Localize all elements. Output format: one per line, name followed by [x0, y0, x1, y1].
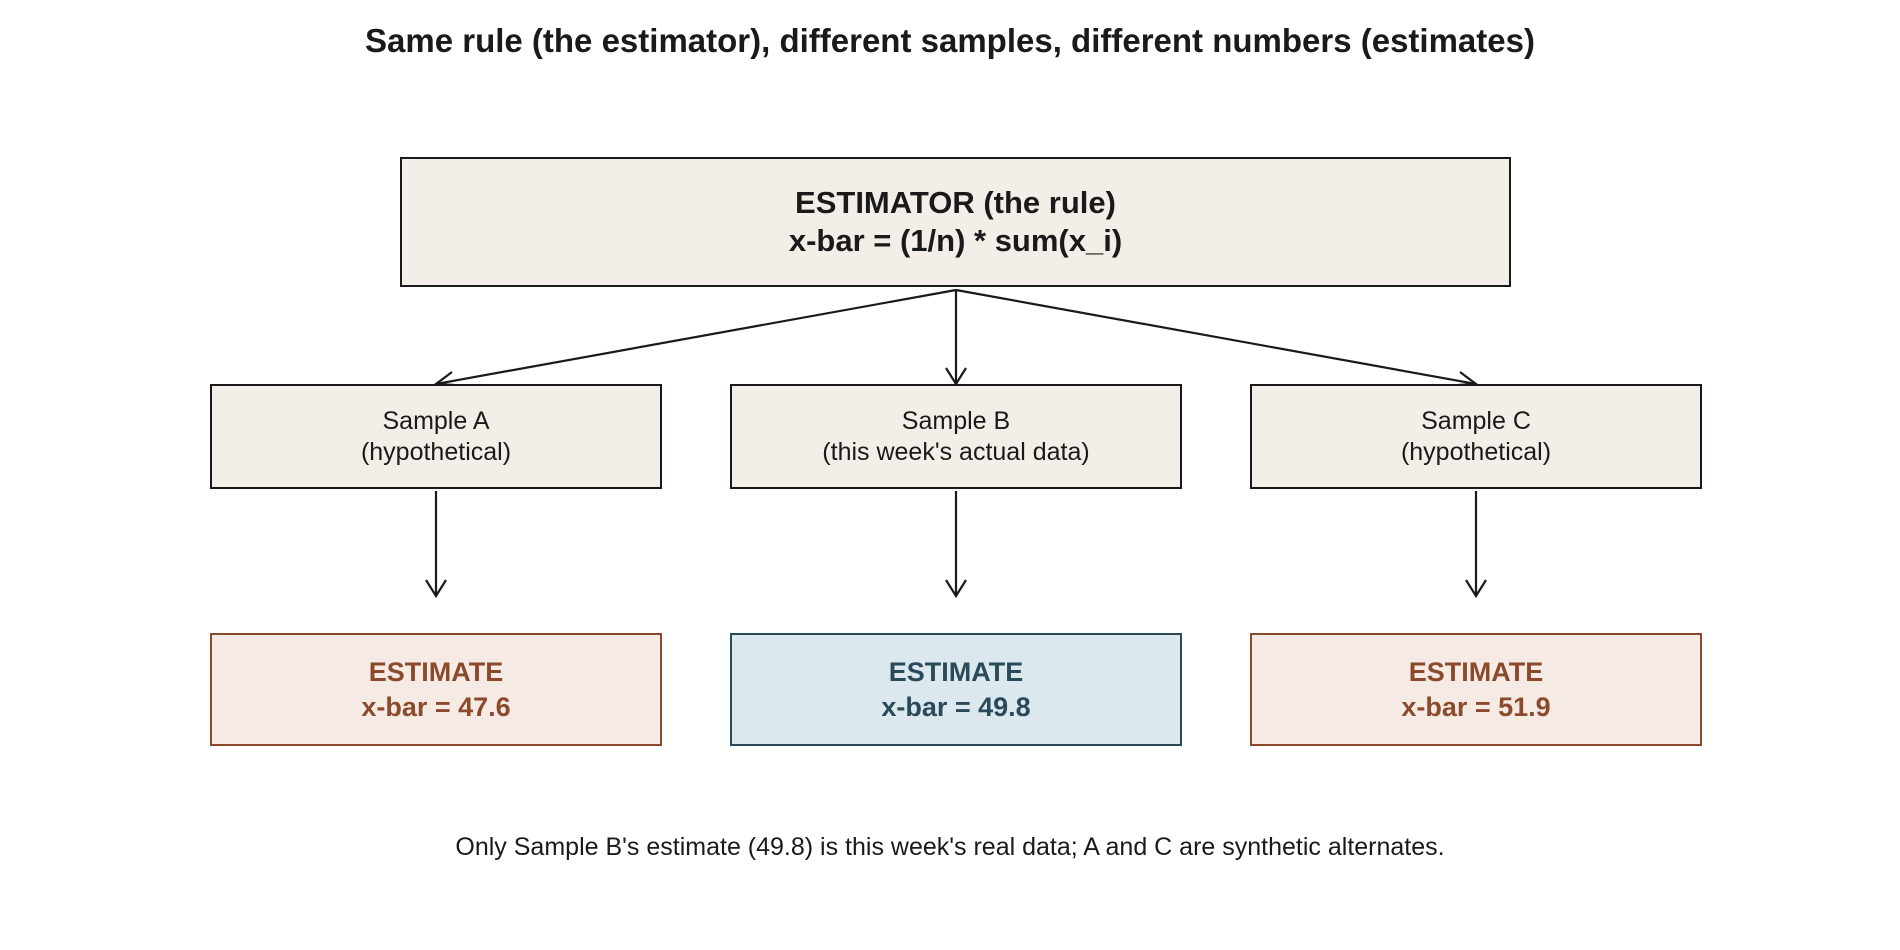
estimate-c-heading: ESTIMATE: [1408, 656, 1544, 687]
estimate-c-box: ESTIMATE x-bar = 51.9: [1250, 633, 1702, 746]
estimate-a-box: ESTIMATE x-bar = 47.6: [210, 633, 662, 746]
arrowhead-estimate-c: [1465, 579, 1487, 599]
estimate-a-heading: ESTIMATE: [368, 656, 504, 687]
sample-b-box: Sample B (this week's actual data): [730, 384, 1182, 489]
sample-b-label: Sample B: [901, 406, 1011, 435]
arrow-estimator-to-sample-a: [435, 288, 957, 386]
sample-c-note: (hypothetical): [1400, 437, 1552, 466]
arrow-estimator-to-sample-c: [955, 288, 1477, 386]
estimate-b-value: x-bar = 49.8: [881, 691, 1031, 722]
estimate-a-value: x-bar = 47.6: [361, 691, 511, 722]
sample-a-box: Sample A (hypothetical): [210, 384, 662, 489]
arrowhead-estimate-a: [425, 579, 447, 599]
estimate-b-box: ESTIMATE x-bar = 49.8: [730, 633, 1182, 746]
arrowhead-estimate-b: [945, 579, 967, 599]
footnote: Only Sample B's estimate (49.8) is this …: [455, 833, 1445, 861]
sample-a-note: (hypothetical): [360, 437, 512, 466]
estimator-formula: x-bar = (1/n) * sum(x_i): [788, 223, 1123, 258]
sample-c-label: Sample C: [1421, 406, 1531, 435]
estimator-heading: ESTIMATOR (the rule): [795, 185, 1116, 220]
sample-a-label: Sample A: [382, 406, 490, 435]
estimate-c-value: x-bar = 51.9: [1401, 691, 1551, 722]
sample-c-box: Sample C (hypothetical): [1250, 384, 1702, 489]
estimate-b-heading: ESTIMATE: [888, 656, 1024, 687]
estimator-box: ESTIMATOR (the rule) x-bar = (1/n) * sum…: [400, 157, 1511, 287]
sample-b-note: (this week's actual data): [822, 437, 1090, 466]
diagram-title: Same rule (the estimator), different sam…: [365, 22, 1535, 59]
